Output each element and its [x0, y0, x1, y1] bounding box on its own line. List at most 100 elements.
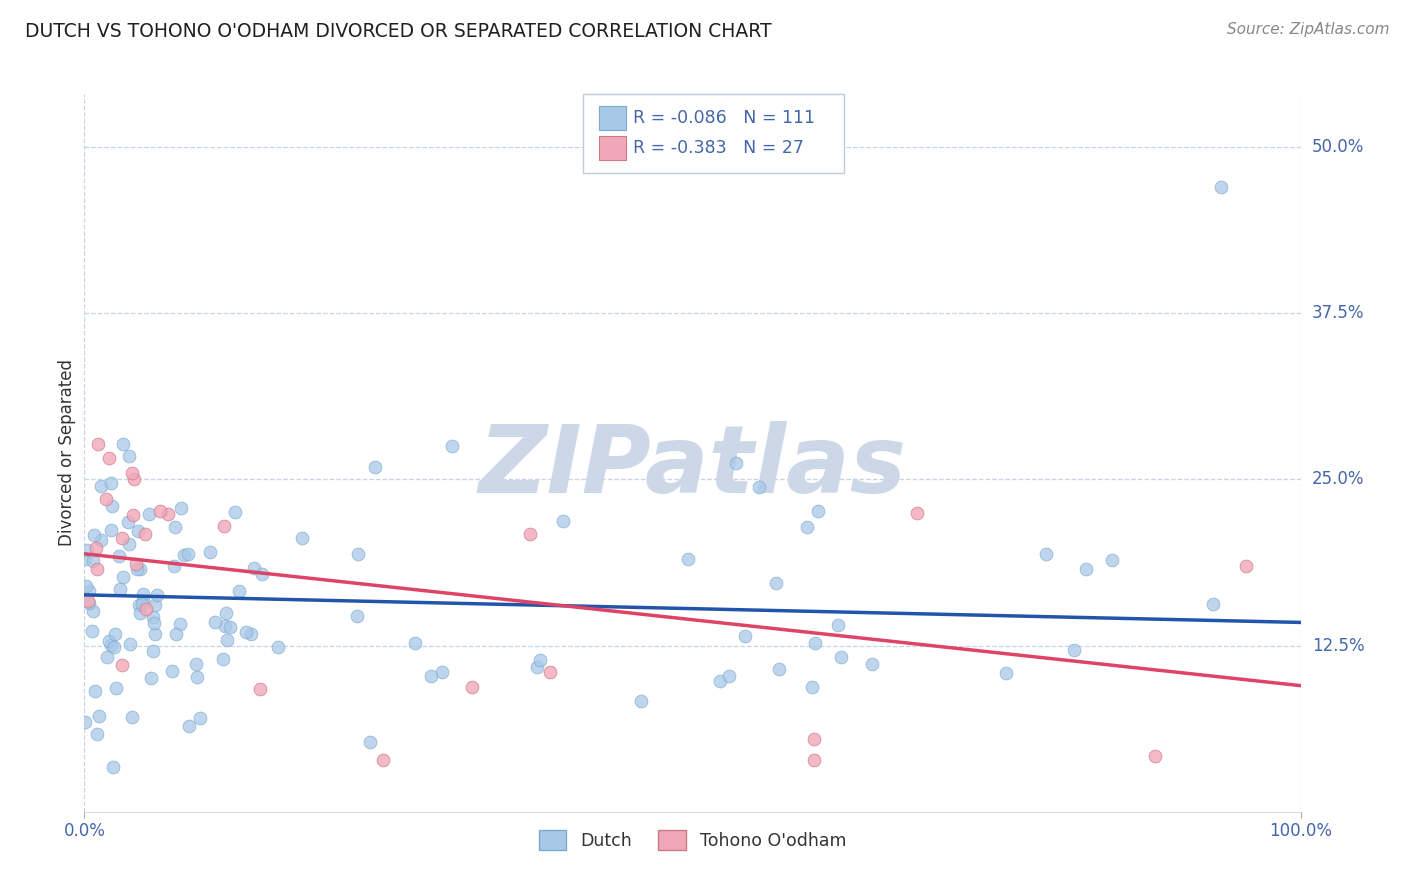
Point: [87, 437, 110, 451]
Point: [100, 523, 122, 537]
Point: [131, 597, 153, 611]
Point: [163, 520, 186, 534]
Point: [228, 584, 250, 599]
Point: [676, 552, 699, 566]
Point: [156, 507, 179, 521]
Point: [907, 506, 929, 520]
Point: [1234, 558, 1257, 573]
Point: [170, 500, 193, 515]
Point: [73, 552, 96, 566]
Point: [111, 436, 134, 450]
Point: [111, 569, 134, 583]
Point: [111, 658, 134, 673]
Point: [1074, 561, 1097, 575]
Point: [98, 633, 121, 648]
Point: [630, 694, 652, 708]
Point: [138, 507, 160, 521]
Point: [768, 662, 790, 676]
Point: [803, 731, 825, 746]
Point: [128, 599, 150, 613]
Text: R = -0.383   N = 27: R = -0.383 N = 27: [633, 139, 804, 157]
Point: [249, 681, 271, 696]
Bar: [599, 106, 626, 129]
Point: [143, 599, 166, 613]
Point: [419, 669, 441, 683]
FancyBboxPatch shape: [583, 94, 845, 173]
Point: [90, 479, 112, 493]
Point: [139, 671, 162, 685]
Point: [242, 561, 264, 575]
Point: [1143, 748, 1166, 763]
Point: [803, 753, 825, 767]
Point: [214, 619, 236, 633]
Point: [235, 624, 257, 639]
Point: [82, 624, 104, 639]
Point: [800, 680, 823, 694]
Point: [373, 753, 395, 767]
Point: [440, 439, 463, 453]
Point: [239, 626, 262, 640]
Point: [75, 715, 97, 730]
Point: [118, 637, 141, 651]
Point: [169, 616, 191, 631]
Point: [765, 576, 787, 591]
Point: [830, 650, 852, 665]
Point: [108, 582, 131, 596]
Point: [83, 684, 105, 698]
Point: [215, 606, 238, 620]
Point: [143, 615, 166, 630]
Point: [804, 636, 827, 650]
Point: [110, 531, 132, 545]
Point: [132, 587, 155, 601]
Point: [142, 644, 165, 658]
Point: [734, 629, 756, 643]
Point: [432, 665, 454, 680]
Point: [519, 527, 541, 541]
Point: [135, 601, 157, 615]
Point: [107, 549, 129, 563]
Point: [75, 578, 97, 592]
Point: [267, 640, 290, 654]
Point: [100, 475, 122, 490]
Bar: [599, 136, 626, 160]
Point: [146, 588, 169, 602]
Point: [212, 518, 235, 533]
Point: [104, 627, 127, 641]
Point: [134, 527, 156, 541]
Point: [827, 617, 849, 632]
Point: [83, 528, 105, 542]
Point: [86, 726, 108, 740]
Point: [188, 711, 211, 725]
Text: Source: ZipAtlas.com: Source: ZipAtlas.com: [1226, 22, 1389, 37]
Point: [551, 514, 574, 528]
Point: [142, 610, 165, 624]
Point: [101, 760, 124, 774]
Point: [98, 450, 121, 465]
Point: [165, 627, 187, 641]
Point: [122, 508, 145, 523]
Point: [796, 520, 818, 534]
Point: [1035, 547, 1057, 561]
Point: [82, 554, 104, 568]
Point: [128, 606, 150, 620]
Point: [129, 562, 152, 576]
Point: [1063, 643, 1085, 657]
Point: [538, 665, 561, 680]
Point: [198, 544, 221, 558]
Point: [359, 735, 381, 749]
Point: [100, 499, 122, 513]
Point: [84, 541, 107, 555]
Point: [127, 524, 149, 538]
Point: [125, 562, 148, 576]
Point: [364, 459, 387, 474]
Point: [77, 583, 100, 598]
Point: [121, 466, 143, 480]
Point: [529, 653, 551, 667]
Point: [177, 719, 200, 733]
Point: [125, 557, 148, 571]
Point: [76, 594, 98, 608]
Point: [105, 681, 128, 695]
Point: [103, 640, 125, 654]
Point: [215, 632, 238, 647]
Point: [118, 537, 141, 551]
